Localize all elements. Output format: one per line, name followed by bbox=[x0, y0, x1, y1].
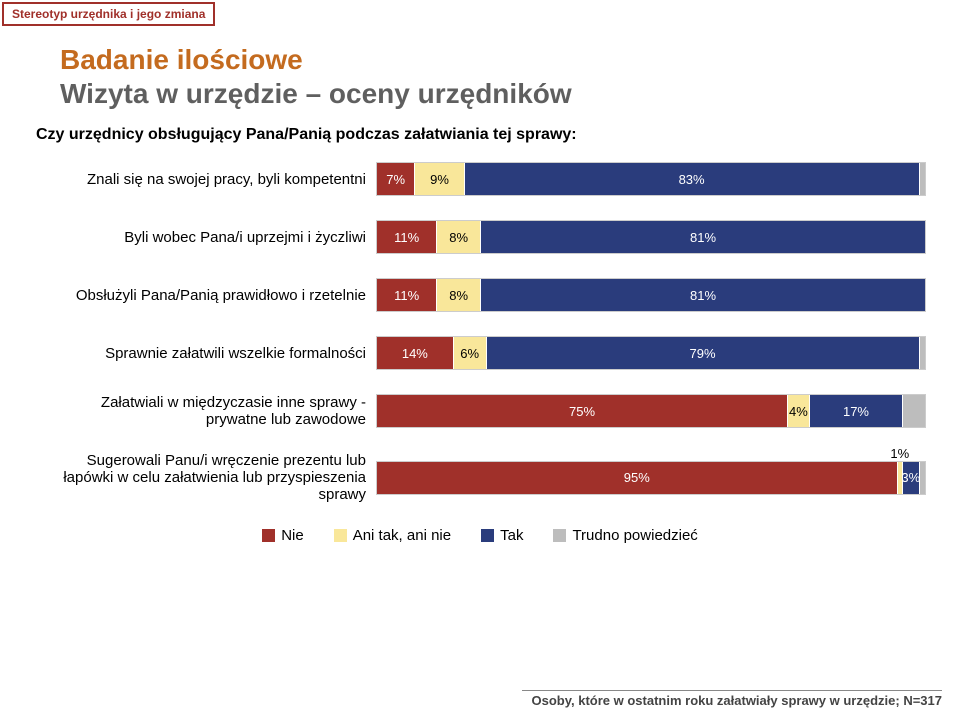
segment-value-label: 83% bbox=[679, 172, 705, 187]
chart-row: Załatwiali w międzyczasie inne sprawy - … bbox=[36, 394, 926, 428]
bar-wrap: 75% 4% 17% bbox=[376, 394, 926, 428]
legend-swatch bbox=[553, 529, 566, 542]
bar-segment-ani: 8% bbox=[437, 279, 481, 311]
bar-segment-nie: 14% bbox=[377, 337, 454, 369]
bar-segment-trudno bbox=[920, 462, 925, 494]
survey-question: Czy urzędnicy obsługujący Pana/Panią pod… bbox=[36, 126, 960, 144]
bar-wrap: 11% 8% 81% bbox=[376, 220, 926, 254]
bar-segment-trudno bbox=[903, 395, 925, 427]
segment-value-label: 1% bbox=[890, 446, 909, 462]
bar-wrap: 11% 8% 81% bbox=[376, 278, 926, 312]
legend-item-trudno: Trudno powiedzieć bbox=[553, 527, 697, 544]
legend-item-ani: Ani tak, ani nie bbox=[334, 527, 451, 544]
bar-segment-tak: 83% bbox=[465, 163, 920, 195]
segment-value-label: 8% bbox=[449, 230, 468, 245]
chart-row: Sprawnie załatwili wszelkie formalności1… bbox=[36, 336, 926, 370]
bar-segment-nie: 7% bbox=[377, 163, 415, 195]
row-label: Znali się na swojej pracy, byli kompeten… bbox=[36, 171, 376, 188]
stacked-bar-chart: Znali się na swojej pracy, byli kompeten… bbox=[36, 162, 926, 503]
bar-segment-nie: 75% bbox=[377, 395, 788, 427]
legend-label: Ani tak, ani nie bbox=[353, 527, 451, 544]
legend-item-tak: Tak bbox=[481, 527, 523, 544]
segment-value-label: 9% bbox=[430, 172, 449, 187]
bar-segment-trudno bbox=[920, 337, 925, 369]
segment-value-label: 17% bbox=[843, 404, 869, 419]
segment-value-label: 75% bbox=[569, 404, 595, 419]
row-label: Sugerowali Panu/i wręczenie prezentu lub… bbox=[36, 452, 376, 503]
row-label: Sprawnie załatwili wszelkie formalności bbox=[36, 345, 376, 362]
row-label: Załatwiali w międzyczasie inne sprawy - … bbox=[36, 394, 376, 428]
legend-swatch bbox=[262, 529, 275, 542]
segment-value-label: 11% bbox=[394, 288, 419, 303]
bar-segment-tak: 79% bbox=[487, 337, 920, 369]
segment-value-label: 8% bbox=[449, 288, 468, 303]
bar-segment-tak: 3% bbox=[903, 462, 919, 494]
chart-legend: Nie Ani tak, ani nie Tak Trudno powiedzieć bbox=[0, 527, 960, 544]
section-tab: Stereotyp urzędnika i jego zmiana bbox=[2, 2, 215, 26]
chart-row: Obsłużyli Pana/Panią prawidłowo i rzetel… bbox=[36, 278, 926, 312]
row-label: Obsłużyli Pana/Panią prawidłowo i rzetel… bbox=[36, 287, 376, 304]
bar-segment-ani: 9% bbox=[415, 163, 464, 195]
segment-value-label: 6% bbox=[460, 346, 479, 361]
segment-value-label: 3% bbox=[901, 470, 920, 485]
bar-segment-tak: 17% bbox=[810, 395, 903, 427]
segment-value-label: 4% bbox=[789, 404, 808, 419]
bar-wrap: 7% 9% 83% bbox=[376, 162, 926, 196]
bar-segment-ani: 4% bbox=[788, 395, 810, 427]
bar-wrap: 95%1%3% bbox=[376, 461, 926, 495]
title-line-1: Badanie ilościowe bbox=[60, 44, 960, 76]
title-line-2: Wizyta w urzędzie – oceny urzędników bbox=[60, 78, 960, 110]
segment-value-label: 11% bbox=[394, 230, 419, 245]
legend-item-nie: Nie bbox=[262, 527, 304, 544]
chart-row: Znali się na swojej pracy, byli kompeten… bbox=[36, 162, 926, 196]
footer-note: Osoby, które w ostatnim roku załatwiały … bbox=[522, 690, 942, 708]
bar-segment-nie: 95% bbox=[377, 462, 898, 494]
bar-segment-ani: 8% bbox=[437, 221, 481, 253]
bar-segment-ani: 6% bbox=[454, 337, 487, 369]
row-label: Byli wobec Pana/i uprzejmi i życzliwi bbox=[36, 229, 376, 246]
legend-label: Tak bbox=[500, 527, 523, 544]
bar-segment-tak: 81% bbox=[481, 279, 925, 311]
segment-value-label: 81% bbox=[690, 288, 716, 303]
chart-row: Byli wobec Pana/i uprzejmi i życzliwi11%… bbox=[36, 220, 926, 254]
bar-wrap: 14% 6% 79% bbox=[376, 336, 926, 370]
legend-swatch bbox=[481, 529, 494, 542]
segment-value-label: 79% bbox=[690, 346, 716, 361]
bar-segment-nie: 11% bbox=[377, 279, 437, 311]
legend-label: Trudno powiedzieć bbox=[572, 527, 697, 544]
segment-value-label: 81% bbox=[690, 230, 716, 245]
chart-row: Sugerowali Panu/i wręczenie prezentu lub… bbox=[36, 452, 926, 503]
segment-value-label: 7% bbox=[386, 172, 405, 187]
legend-label: Nie bbox=[281, 527, 304, 544]
bar-segment-nie: 11% bbox=[377, 221, 437, 253]
title-block: Badanie ilościowe Wizyta w urzędzie – oc… bbox=[60, 44, 960, 110]
segment-value-label: 14% bbox=[402, 346, 428, 361]
bar-segment-tak: 81% bbox=[481, 221, 925, 253]
legend-swatch bbox=[334, 529, 347, 542]
bar-segment-trudno bbox=[920, 163, 925, 195]
segment-value-label: 95% bbox=[624, 470, 650, 485]
